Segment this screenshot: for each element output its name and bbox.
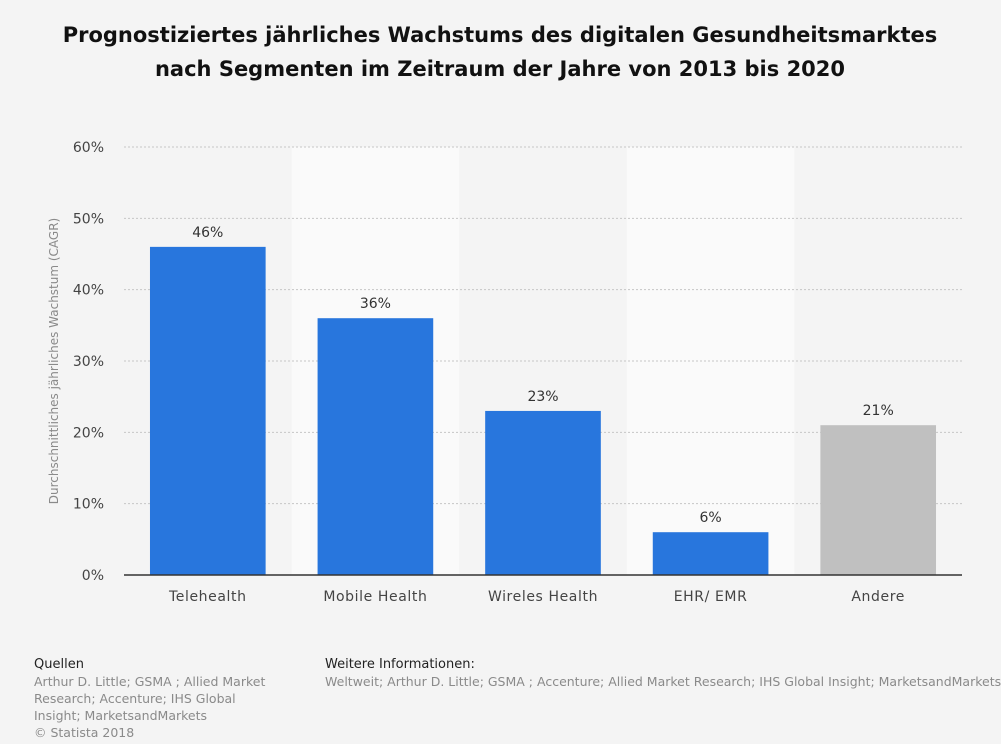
y-axis-label: Durchschnittliches jährliches Wachstum (…: [47, 218, 61, 505]
bar: [652, 532, 769, 575]
data-label: 6%: [699, 510, 721, 526]
info-heading: Weitere Informationen:: [325, 657, 475, 672]
sources-block: Quellen Arthur D. Little; GSMA ; Allied …: [34, 656, 284, 741]
data-label: 23%: [527, 389, 558, 405]
sources-text: Arthur D. Little; GSMA ; Allied Market R…: [34, 674, 266, 723]
data-label: 46%: [192, 225, 223, 241]
value-labels: 46% 36% 23% 6% 21%: [192, 225, 894, 526]
background-band: [626, 147, 795, 575]
info-text: Weltweit; Arthur D. Little; GSMA ; Accen…: [325, 674, 1001, 689]
bar: [485, 410, 601, 575]
info-block: Weitere Informationen: Weltweit; Arthur …: [325, 656, 1001, 690]
y-tick-label: 50%: [73, 211, 104, 227]
chart-title: Prognostiziertes jährliches Wachstums de…: [62, 23, 938, 81]
bar: [149, 246, 266, 575]
x-tick-label: Telehealth: [168, 589, 247, 605]
y-tick-label: 20%: [73, 425, 104, 441]
y-tick-label: 30%: [73, 354, 104, 370]
bars: [149, 246, 937, 575]
y-axis-ticks: 0% 10% 20% 30% 40% 50% 60%: [73, 140, 104, 584]
x-tick-label: Andere: [851, 589, 905, 605]
bar: [317, 318, 434, 575]
copyright: © Statista 2018: [34, 725, 135, 740]
y-tick-label: 60%: [73, 140, 104, 156]
x-tick-label: EHR/ EMR: [674, 589, 748, 605]
bar: [820, 425, 937, 575]
x-tick-label: Wireles Health: [488, 589, 598, 605]
data-label: 36%: [360, 296, 391, 312]
bar-chart: 0% 10% 20% 30% 40% 50% 60% 46% 36% 23% 6% 21% Tele…: [47, 140, 962, 605]
y-tick-label: 0%: [82, 568, 104, 584]
data-label: 21%: [863, 403, 894, 419]
x-axis-labels: Telehealth Mobile Health Wireles Health EHR…: [168, 589, 905, 605]
y-tick-label: 10%: [73, 497, 104, 513]
x-tick-label: Mobile Health: [323, 589, 427, 605]
sources-heading: Quellen: [34, 657, 84, 672]
y-tick-label: 40%: [73, 283, 104, 299]
